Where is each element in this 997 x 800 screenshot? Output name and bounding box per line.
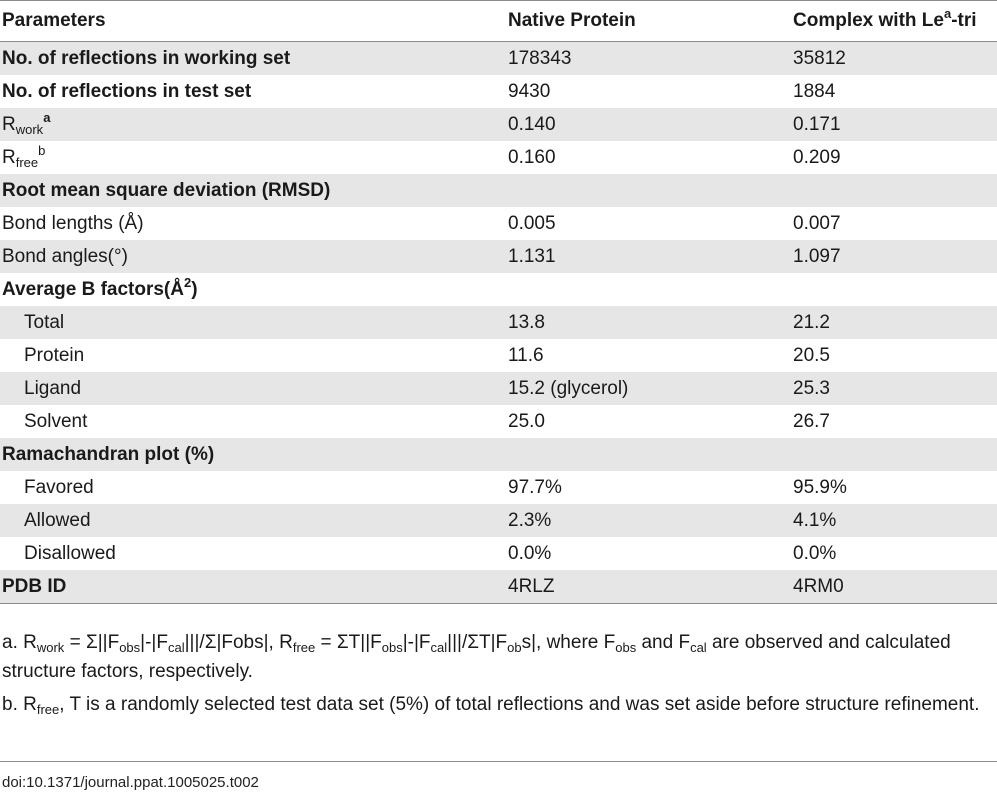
table-row: Bond angles(°) 1.131 1.097 bbox=[0, 240, 997, 273]
row-label: Bond lengths (Å) bbox=[2, 212, 144, 234]
row-label: Allowed bbox=[24, 509, 91, 531]
doi-link[interactable]: doi:10.1371/journal.ppat.1005025.t002 bbox=[2, 774, 259, 791]
native-value: 0.140 bbox=[508, 113, 556, 135]
table-header-row: Parameters Native Protein Complex with L… bbox=[0, 1, 997, 41]
table-row: Ligand 15.2 (glycerol) 25.3 bbox=[0, 372, 997, 405]
complex-value: 0.007 bbox=[793, 212, 841, 234]
native-value: 97.7% bbox=[508, 476, 562, 498]
native-value: 0.0% bbox=[508, 542, 552, 564]
native-value: 4RLZ bbox=[508, 575, 555, 597]
table-row: No. of reflections in working set 178343… bbox=[0, 42, 997, 75]
table-row: Ramachandran plot (%) bbox=[0, 438, 997, 471]
complex-value: 4.1% bbox=[793, 509, 837, 531]
native-value: 2.3% bbox=[508, 509, 552, 531]
table-row: No. of reflections in test set 9430 1884 bbox=[0, 75, 997, 108]
native-value: 11.6 bbox=[508, 344, 544, 366]
section-label: Ramachandran plot (%) bbox=[2, 443, 215, 465]
native-value: 15.2 (glycerol) bbox=[508, 377, 629, 399]
native-value: 0.005 bbox=[508, 212, 556, 234]
row-label: No. of reflections in test set bbox=[2, 80, 252, 102]
row-label: Favored bbox=[24, 476, 94, 498]
table-row: Bond lengths (Å) 0.005 0.007 bbox=[0, 207, 997, 240]
row-label: No. of reflections in working set bbox=[2, 47, 291, 69]
complex-value: 1.097 bbox=[793, 245, 841, 267]
complex-value: 0.209 bbox=[793, 146, 841, 168]
complex-value: 35812 bbox=[793, 47, 846, 69]
complex-value: 0.0% bbox=[793, 542, 837, 564]
complex-value: 25.3 bbox=[793, 377, 830, 399]
complex-value: 20.5 bbox=[793, 344, 830, 366]
native-value: 25.0 bbox=[508, 410, 545, 432]
footnote-a: a. Rwork = Σ||Fobs|-|Fcal|||/Σ|Fobs|, Rf… bbox=[2, 632, 951, 682]
complex-value: 26.7 bbox=[793, 410, 830, 432]
row-label: Protein bbox=[24, 344, 85, 366]
complex-value: 4RM0 bbox=[793, 575, 844, 597]
table-row: Disallowed 0.0% 0.0% bbox=[0, 537, 997, 570]
complex-value: 21.2 bbox=[793, 311, 830, 333]
table-row: Rfreeb 0.160 0.209 bbox=[0, 141, 997, 174]
row-label: Ligand bbox=[24, 377, 82, 399]
table-row: Average B factors(Å2) bbox=[0, 273, 997, 306]
complex-value: 1884 bbox=[793, 80, 836, 102]
row-label: Bond angles(°) bbox=[2, 245, 128, 267]
native-value: 1.131 bbox=[508, 245, 556, 267]
header-native-protein: Native Protein bbox=[508, 10, 636, 31]
native-value: 178343 bbox=[508, 47, 572, 69]
section-label: Root mean square deviation (RMSD) bbox=[2, 179, 331, 201]
row-label: Solvent bbox=[24, 410, 88, 432]
table-row: Solvent 25.0 26.7 bbox=[0, 405, 997, 438]
row-label: PDB ID bbox=[2, 575, 67, 597]
refinement-table: Parameters Native Protein Complex with L… bbox=[0, 0, 997, 604]
table-row: Root mean square deviation (RMSD) bbox=[0, 174, 997, 207]
section-label: Average B factors(Å2) bbox=[2, 274, 198, 300]
table-footnotes: a. Rwork = Σ||Fobs|-|Fcal|||/Σ|Fobs|, Rf… bbox=[2, 628, 992, 723]
footnote-b: b. Rfree, T is a randomly selected test … bbox=[2, 694, 980, 717]
header-parameters: Parameters bbox=[2, 10, 106, 31]
native-value: 13.8 bbox=[508, 311, 545, 333]
complex-value: 0.171 bbox=[793, 113, 841, 135]
complex-value: 95.9% bbox=[793, 476, 847, 498]
table-row: Allowed 2.3% 4.1% bbox=[0, 504, 997, 537]
table-bottom-rule bbox=[0, 603, 997, 604]
row-label: Rworka bbox=[2, 109, 51, 137]
table-row: Total 13.8 21.2 bbox=[0, 306, 997, 339]
table-row: Rworka 0.140 0.171 bbox=[0, 108, 997, 141]
row-label: Disallowed bbox=[24, 542, 116, 564]
header-complex: Complex with Lea-tri bbox=[793, 10, 977, 31]
header-rule bbox=[0, 41, 997, 42]
table-row: Favored 97.7% 95.9% bbox=[0, 471, 997, 504]
native-value: 9430 bbox=[508, 80, 551, 102]
table-row: PDB ID 4RLZ 4RM0 bbox=[0, 570, 997, 603]
row-label: Total bbox=[24, 311, 65, 333]
table-top-rule bbox=[0, 0, 997, 1]
doi-rule bbox=[0, 761, 997, 762]
row-label: Rfreeb bbox=[2, 142, 46, 170]
native-value: 0.160 bbox=[508, 146, 556, 168]
table-row: Protein 11.6 20.5 bbox=[0, 339, 997, 372]
